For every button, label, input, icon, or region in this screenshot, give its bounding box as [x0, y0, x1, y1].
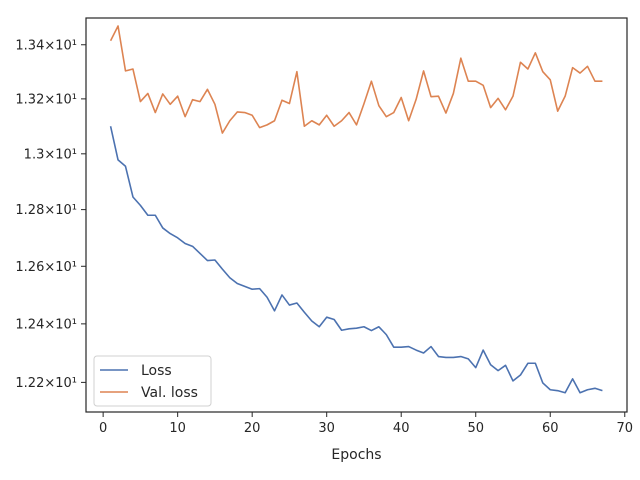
y-tick-label: 1.24×10¹: [15, 317, 77, 332]
y-tick-label: 1.26×10¹: [15, 260, 77, 275]
x-axis-label: Epochs: [331, 447, 381, 463]
x-tick-label: 60: [542, 421, 559, 436]
y-tick-label: 1.22×10¹: [15, 376, 77, 391]
legend: Loss Val. loss: [93, 355, 212, 407]
axes-frame: [85, 17, 628, 413]
y-axis: 1.22×10¹ 1.24×10¹ 1.26×10¹ 1.28×10¹ 1.3×10¹ 1…: [15, 38, 86, 391]
series-line-1: [109, 25, 603, 134]
x-tick-label: 0: [99, 421, 107, 436]
x-tick-label: 10: [169, 421, 186, 436]
legend-label: Val. loss: [141, 385, 198, 401]
x-tick-label: 50: [467, 421, 484, 436]
legend-box: [93, 355, 212, 407]
x-tick-label: 70: [616, 421, 633, 436]
x-tick-label: 20: [244, 421, 261, 436]
series-line-0: [109, 126, 603, 394]
y-tick-label: 1.28×10¹: [15, 203, 77, 218]
legend-label: Loss: [141, 363, 172, 379]
plot-lines: [109, 25, 603, 394]
y-tick-label: 1.3×10¹: [24, 147, 77, 162]
y-tick-label: 1.32×10¹: [15, 92, 77, 107]
x-axis: 0 10 20 30 40 50 60 70: [99, 412, 633, 436]
x-tick-label: 30: [318, 421, 335, 436]
x-tick-label: 40: [393, 421, 410, 436]
y-tick-label: 1.34×10¹: [15, 38, 77, 53]
